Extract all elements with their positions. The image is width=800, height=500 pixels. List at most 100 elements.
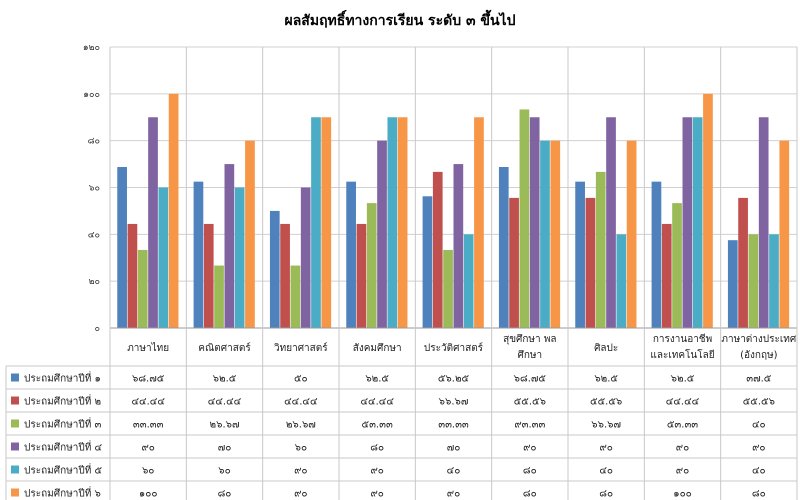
data-table-cell: ๙๐ [370,489,383,500]
bar [509,197,519,328]
legend-swatch [11,396,19,405]
data-table-cell: ๕๐ [294,374,308,385]
bar [672,203,682,328]
bar [193,181,204,328]
bars [117,93,790,329]
bar [158,187,169,328]
data-table-cell: ๗๐ [447,443,461,454]
legend-swatch [11,442,19,451]
bar [203,223,214,328]
bar [127,223,138,328]
y-tick-label: ๖๐ [89,184,100,194]
data-table-cell: ๔๔.๔๔ [208,397,242,408]
bar [397,117,408,328]
data-table-cell: ๘๐ [370,443,384,454]
data-table-cell: ๑๐๐ [139,489,158,500]
category-label: ภาษาต่างประเทศ [721,334,797,345]
bar [779,140,790,328]
y-tick-label: ๑๐๐ [83,90,100,100]
category-label: และเทคโนโลยี [650,348,714,361]
category-label: (อังกฤษ) [740,350,777,361]
category-label: ภาษาไทย [127,342,169,354]
data-table-cell: ๖๘.๗๕ [132,374,165,385]
data-table-cell: ๕๓.๓๓ [362,420,393,431]
data-table-cell: ๘๐ [523,489,537,500]
data-table-cell: ๔๐ [599,466,613,477]
data-table-cell: ๒๖.๖๗ [286,420,316,431]
category-label: สุขศึกษา พล [503,333,556,345]
bar [224,164,235,328]
data-table-cell: ๙๐ [294,466,307,477]
data-table-cell: ๖๒.๕ [671,374,695,385]
data-table-cell: ๙๐ [141,443,154,454]
bar [356,223,367,328]
data-table-cell: ๘๐ [752,489,766,500]
category-label: วิทยาศาสตร์ [274,342,329,354]
bar [519,109,530,329]
bar [311,117,321,328]
bar [738,197,748,328]
data-table-cell: ๔๐ [752,420,766,431]
legend-swatch [11,488,19,497]
data-table-cell: ๖๒.๕ [594,374,618,385]
bar [661,223,672,328]
data-table-cell: ๑๐๐ [673,489,692,500]
y-tick-label: ๑๒๐ [83,43,100,53]
bar [300,187,311,328]
y-tick-label: ๔๐ [88,230,100,240]
data-table-cell: ๙๐ [599,443,612,454]
data-table-cell: ๔๔.๔๔ [666,397,700,408]
data-table-cell: ๔๔.๔๔ [360,397,394,408]
data-table-cell: ๖๒.๕ [213,374,237,385]
data-table-cell: ๕๓.๓๓ [667,420,698,431]
bar [595,171,606,328]
bar [422,196,433,328]
data-table-cell: ๓๗.๕ [746,374,772,385]
y-tick-label: ๐ [95,324,101,334]
bar [682,117,693,328]
bar [346,181,356,328]
data-table-cell: ๖๖.๖๗ [439,397,469,408]
chart-title: ผลสัมฤทธิ์ทางการเรียน ระดับ ๓ ขึ้นไป [285,9,516,29]
data-table-cell: ๕๕.๕๖ [590,397,622,408]
category-label: คณิตศาสตร์ [198,342,251,354]
category-label: การงานอาชีพ [653,333,712,345]
data-table-cell: ๖๖.๖๗ [591,420,621,431]
bar [366,203,377,328]
bar [453,164,464,328]
bar [616,234,627,328]
bar [245,140,255,328]
category-label: ศิลปะ [594,343,618,354]
data-table: ภาษาไทย คณิตศาสตร์ วิทยาศาสตร์ สังคมศึกษา ปร… [5,47,798,500]
data-table-cell: ๖๐ [295,443,307,454]
data-table-cell: ๙๐ [447,489,460,500]
legend-label: ประถมศึกษาปีที่ ๓ [24,417,101,431]
data-table-cell: ๙๐ [752,443,765,454]
bar [290,265,301,328]
data-table-cell: ๖๐ [218,466,230,477]
data-table-cell: ๙๐ [370,466,383,477]
data-table-cell: ๖๐ [142,466,154,477]
data-table-cell: ๙๐ [676,466,689,477]
data-table-cell: ๙๓.๓๓ [514,420,545,431]
bar [692,117,703,328]
bar [575,181,585,328]
data-table-cell: ๖๒.๕ [365,374,389,385]
bar [432,171,443,328]
bar [280,223,290,328]
data-table-cell: ๔๔.๔๔ [284,397,318,408]
category-label: ประวัติศาสตร์ [424,342,484,354]
legend-label: ประถมศึกษาปีที่ ๒ [24,394,101,408]
bar [463,234,474,328]
data-table-cell: ๓๓.๓๓ [133,420,164,431]
data-table-cell: ๒๖.๖๗ [210,420,240,431]
category-label: สังคมศึกษา [353,342,402,354]
bar [117,167,127,328]
bar [474,117,484,328]
bar [529,117,540,328]
bar [748,234,759,328]
bar [727,240,738,328]
bar [377,140,387,328]
bar [540,140,550,328]
